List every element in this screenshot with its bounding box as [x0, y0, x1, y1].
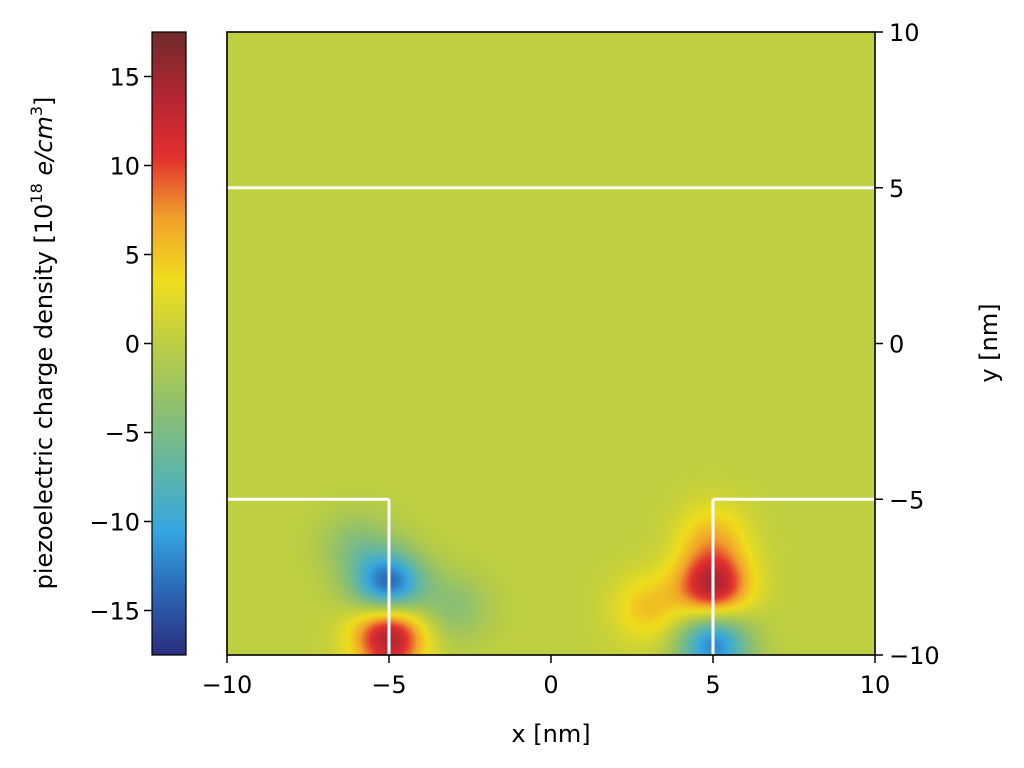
- x-tick-label: 5: [705, 671, 720, 699]
- colorbar-label: piezoelectric charge density [1018 e/cm3…: [27, 97, 58, 590]
- colorbar-tick-label: −5: [105, 420, 140, 448]
- colorbar-ticks: −15 −10 −5 0 5 10 15: [89, 64, 152, 626]
- x-tick-label: 0: [543, 671, 558, 699]
- y-tick-label: −10: [889, 642, 940, 670]
- colorbar-tick-label: 0: [125, 331, 140, 359]
- x-tick-label: 10: [860, 671, 891, 699]
- colorbar-tick-label: 5: [125, 242, 140, 270]
- y-axis-ticks: −10 −5 0 5 10: [875, 19, 940, 670]
- y-tick-label: 0: [889, 331, 904, 359]
- boundary-lines: [227, 186, 875, 655]
- x-tick-label: −10: [202, 671, 253, 699]
- plot-area: −10 −5 0 5 10 −10 −5 0 5 10 x [nm] y [nm]: [202, 19, 1003, 748]
- colorbar: −15 −10 −5 0 5 10 15 piezoelectric charge dens…: [27, 31, 187, 656]
- heatmap-image: [227, 32, 875, 655]
- colorbar-gradient: [151, 31, 187, 656]
- colorbar-tick-label: −10: [89, 509, 140, 537]
- colorbar-tick-label: −15: [89, 598, 140, 626]
- x-axis-ticks: −10 −5 0 5 10: [202, 655, 891, 699]
- y-tick-label: −5: [889, 486, 924, 514]
- x-axis-label: x [nm]: [511, 720, 590, 748]
- colorbar-tick-label: 10: [109, 153, 140, 181]
- x-tick-label: −5: [371, 671, 406, 699]
- y-axis-label: y [nm]: [975, 303, 1003, 382]
- y-tick-label: 10: [889, 19, 920, 47]
- y-tick-label: 5: [889, 175, 904, 203]
- colorbar-tick-label: 15: [109, 64, 140, 92]
